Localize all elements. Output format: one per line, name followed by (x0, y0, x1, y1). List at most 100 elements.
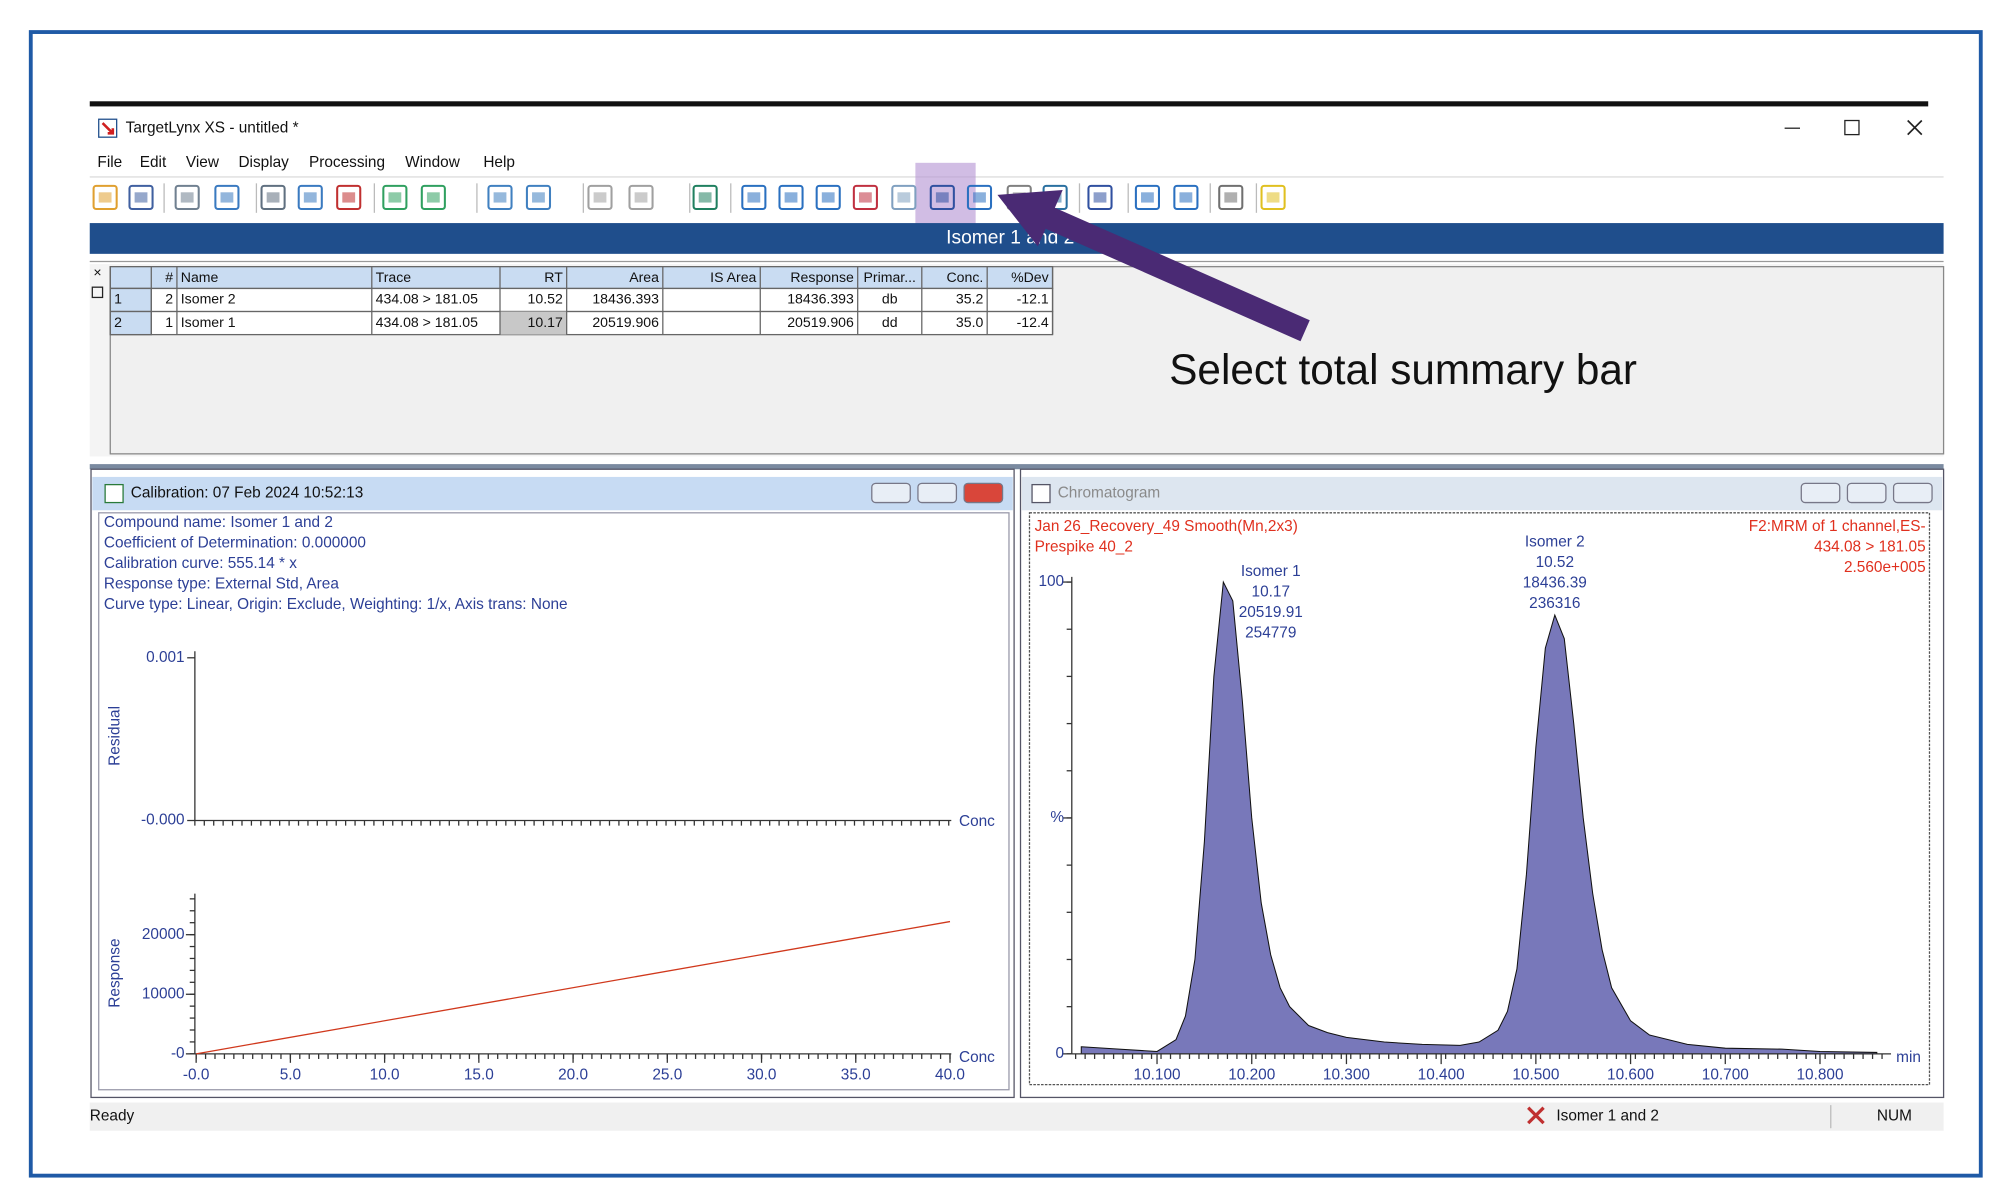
toolbar-button[interactable] (525, 184, 552, 211)
x-tick-label: 20.0 (558, 1067, 588, 1084)
table-cell[interactable]: 20519.906 (592, 314, 659, 330)
table-cell[interactable]: dd (882, 314, 898, 330)
channel-label: F2:MRM of 1 channel,ES- (1749, 518, 1926, 535)
table-cell[interactable]: 2 (165, 291, 173, 307)
column-header[interactable]: Response (790, 269, 854, 285)
column-header[interactable]: Area (629, 269, 659, 285)
table-cell[interactable]: 18436.393 (787, 291, 854, 307)
menu-item[interactable]: Help (483, 154, 515, 171)
panel (1019, 468, 1945, 1099)
table-cell[interactable]: 1 (114, 291, 122, 307)
table-cell[interactable]: db (882, 291, 898, 307)
table-cell[interactable]: 434.08 > 181.05 (376, 291, 478, 307)
panel-close[interactable] (963, 482, 1004, 504)
toolbar-icon (973, 192, 986, 203)
menu-item[interactable]: Processing (309, 154, 385, 171)
chromatogram-trace (1080, 580, 1878, 1055)
table-cell[interactable]: 10.17 (528, 314, 563, 330)
toolbar-icon (634, 192, 648, 203)
column-header[interactable]: %Dev (1011, 269, 1049, 285)
toolbar-icon (532, 192, 545, 203)
toolbar-button[interactable] (382, 184, 408, 211)
toolbar-button[interactable] (128, 184, 154, 211)
table-cell[interactable]: 434.08 > 181.05 (376, 314, 478, 330)
channel-label: 2.560e+005 (1844, 559, 1926, 576)
column-header[interactable]: Primar... (864, 269, 916, 285)
table-cell[interactable]: Isomer 2 (181, 291, 236, 307)
panel-button[interactable] (871, 482, 911, 504)
toolbar-icon (1266, 192, 1280, 203)
table-cell[interactable]: -12.1 (1017, 291, 1049, 307)
panel-close[interactable] (1892, 482, 1933, 504)
toolbar-button[interactable] (741, 184, 767, 211)
maximize-button[interactable] (1844, 119, 1860, 136)
toolbar-icon (698, 192, 712, 203)
table-cell[interactable]: 2 (114, 314, 122, 330)
table-cell[interactable]: 35.2 (956, 291, 984, 307)
toolbar-button[interactable] (815, 184, 841, 211)
toolbar-button[interactable] (1134, 184, 1160, 211)
app-icon-mark (101, 122, 115, 135)
panel-titlebar (1021, 476, 1943, 511)
table-cell[interactable]: 35.0 (956, 314, 984, 330)
column-header[interactable]: RT (544, 269, 563, 285)
toolbar-button[interactable] (778, 184, 804, 211)
menu-item[interactable]: Window (405, 154, 461, 171)
toolbar-button[interactable] (587, 184, 613, 211)
panel-button[interactable] (917, 482, 958, 504)
panel-button[interactable] (1846, 482, 1887, 504)
column-header[interactable]: Conc. (947, 269, 984, 285)
table-cell[interactable]: 1 (165, 314, 173, 330)
toolbar-button[interactable] (260, 184, 286, 211)
toolbar-icon (1224, 192, 1238, 203)
toolbar-button[interactable] (174, 184, 200, 211)
toolbar-button[interactable] (1173, 184, 1199, 211)
window-title: TargetLynx XS - untitled * (126, 119, 299, 136)
toolbar-button[interactable] (214, 184, 240, 211)
panel-icon (104, 483, 124, 504)
table-cell[interactable]: Isomer 1 (181, 314, 236, 330)
app-window: TargetLynx XS - untitled * File Edit View Di… (89, 118, 1945, 1131)
status-icon (1527, 1106, 1545, 1125)
chromatogram-frame (1028, 512, 1931, 1086)
menu-item[interactable]: Edit (140, 154, 167, 171)
toolbar-button[interactable] (966, 184, 993, 211)
toolbar-icon (747, 192, 761, 203)
table-cell[interactable]: 20519.906 (787, 314, 854, 330)
toolbar-button[interactable] (487, 184, 513, 211)
y-tick-label: 100 (1038, 573, 1064, 590)
toolbar-icon (784, 192, 798, 203)
selected-cell (500, 311, 567, 335)
toolbar-button[interactable] (1218, 184, 1244, 211)
menu-item[interactable]: Display (238, 154, 289, 171)
toolbar-icon (1179, 192, 1193, 203)
column-header[interactable]: Name (181, 269, 219, 285)
menu-item[interactable]: File (97, 154, 122, 171)
panel (90, 468, 1015, 1099)
table-cell[interactable]: -12.4 (1017, 314, 1049, 330)
sample-label: Jan 26_Recovery_49 Smooth(Mn,2x3) (1035, 518, 1298, 535)
toolbar-button[interactable] (692, 184, 718, 211)
table-cell[interactable]: 18436.393 (592, 291, 659, 307)
close-button[interactable] (1907, 119, 1923, 136)
toolbar-button[interactable] (891, 184, 917, 211)
toolbar-button[interactable] (420, 184, 446, 211)
column-header[interactable]: Trace (376, 269, 412, 285)
peak-label: 236316 (1529, 595, 1580, 612)
toolbar-button[interactable] (336, 184, 362, 211)
toolbar-button[interactable] (1260, 184, 1286, 211)
toolbar-button[interactable] (929, 184, 955, 211)
toolbar-button[interactable] (92, 184, 118, 211)
toolbar-button[interactable] (297, 184, 323, 211)
toolbar-icon (1141, 192, 1154, 203)
column-header[interactable]: # (165, 269, 173, 285)
column-header[interactable]: IS Area (710, 269, 756, 285)
toolbar-button[interactable] (628, 184, 654, 211)
y-tick-label: 0.001 (146, 649, 184, 666)
table-cell[interactable]: 10.52 (528, 291, 563, 307)
panel-button[interactable] (1800, 482, 1841, 504)
peak-label: 18436.39 (1523, 574, 1587, 591)
menu-item[interactable]: View (186, 154, 220, 171)
toolbar-button[interactable] (852, 184, 878, 211)
toolbar-button[interactable] (1087, 184, 1113, 211)
